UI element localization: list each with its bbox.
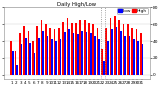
Title: Daily High/Low: Daily High/Low <box>57 2 96 7</box>
Bar <box>32 41 34 75</box>
Bar <box>86 32 87 75</box>
Bar <box>15 51 16 75</box>
Bar <box>127 24 129 75</box>
Bar <box>101 49 103 75</box>
Bar <box>112 29 113 75</box>
Bar <box>77 34 79 75</box>
Bar <box>94 36 96 75</box>
Bar <box>123 24 124 75</box>
Bar <box>12 51 14 75</box>
Bar <box>99 39 100 75</box>
Bar <box>41 20 42 75</box>
Bar <box>73 33 74 75</box>
Bar <box>42 31 44 75</box>
Bar <box>47 36 48 75</box>
Bar <box>55 41 57 75</box>
Bar <box>136 29 137 75</box>
Bar <box>133 39 135 75</box>
Bar <box>90 33 92 75</box>
Bar <box>131 28 133 75</box>
Bar <box>10 41 12 75</box>
Bar <box>92 24 94 75</box>
Bar <box>49 28 51 75</box>
Bar <box>16 65 18 75</box>
Bar <box>62 22 64 75</box>
Bar <box>71 23 73 75</box>
Bar <box>67 18 68 75</box>
Bar <box>118 20 120 75</box>
Bar <box>81 31 83 75</box>
Bar <box>129 36 130 75</box>
Bar <box>64 32 66 75</box>
Bar <box>84 20 86 75</box>
Bar <box>142 44 143 75</box>
Bar <box>28 31 29 75</box>
Text: Milwaukee Weather Dew Point: Milwaukee Weather Dew Point <box>0 18 3 77</box>
Bar <box>103 61 104 75</box>
Bar <box>54 29 55 75</box>
Bar <box>110 18 112 75</box>
Legend: Low, High: Low, High <box>117 8 148 14</box>
Bar <box>116 27 117 75</box>
Bar <box>75 23 77 75</box>
Bar <box>114 16 116 75</box>
Bar <box>25 38 27 75</box>
Bar <box>19 33 21 75</box>
Bar <box>34 53 36 75</box>
Bar <box>124 36 126 75</box>
Bar <box>105 28 107 75</box>
Bar <box>97 28 99 75</box>
Bar <box>120 31 122 75</box>
Bar <box>60 39 61 75</box>
Bar <box>23 26 25 75</box>
Bar <box>21 44 23 75</box>
Bar <box>29 43 31 75</box>
Bar <box>38 38 40 75</box>
Bar <box>36 26 38 75</box>
Bar <box>58 28 60 75</box>
Bar <box>88 23 90 75</box>
Bar <box>107 41 109 75</box>
Bar <box>140 33 142 75</box>
Bar <box>80 20 81 75</box>
Bar <box>45 24 47 75</box>
Bar <box>137 41 139 75</box>
Bar <box>68 29 70 75</box>
Bar <box>51 39 53 75</box>
